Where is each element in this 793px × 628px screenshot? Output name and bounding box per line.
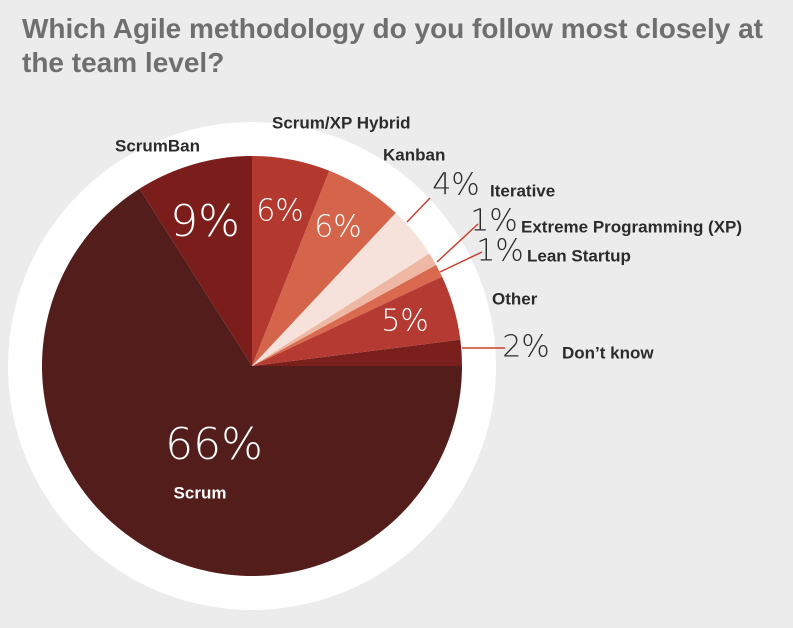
category-label-lean-startup: Lean Startup: [527, 246, 631, 265]
pct-label-lean-startup: 1%: [476, 234, 524, 269]
category-label-dont-know: Don’t know: [562, 343, 654, 362]
leader-line-iterative: [406, 197, 431, 223]
category-label-scrum-xp-hybrid: Scrum/XP Hybrid: [272, 113, 411, 132]
leader-lines: [406, 197, 505, 349]
category-label-scrumban: ScrumBan: [115, 136, 200, 155]
chart-title: Which Agile methodology do you follow mo…: [22, 13, 764, 78]
leader-line-lean-startup: [439, 251, 483, 273]
pie-slice-other: [252, 276, 461, 366]
pie-slice-kanban: [252, 170, 396, 366]
category-label-kanban: Kanban: [383, 145, 445, 164]
pie-slice-dont-know: [252, 339, 462, 366]
pie-slice-lean-startup: [252, 264, 443, 366]
category-label-scrum: Scrum: [174, 483, 227, 502]
pct-label-dont-know: 2%: [502, 330, 550, 365]
category-label-other: Other: [492, 289, 538, 308]
pct-label-scrum: 66%: [165, 419, 263, 470]
pct-label-kanban: 6%: [314, 210, 362, 245]
pct-label-scrum-xp-hybrid: 6%: [256, 194, 304, 229]
pct-label-other: 5%: [381, 304, 429, 339]
pct-label-extreme-programming: 1%: [470, 204, 518, 239]
pie-slice-extreme-programming: [252, 253, 437, 366]
leader-line-extreme-programming: [436, 223, 479, 263]
category-label-extreme-programming: Extreme Programming (XP): [521, 217, 742, 236]
pie-slice-scrum-xp-hybrid: [252, 156, 330, 366]
pie-slice-iterative: [252, 212, 430, 366]
pct-label-scrumban: 9%: [170, 196, 240, 247]
pie-slice-scrum: [42, 188, 463, 577]
pie-slices: [42, 156, 463, 577]
pie-slice-scrumban: [139, 156, 252, 366]
pct-label-iterative: 4%: [432, 168, 480, 203]
category-label-iterative: Iterative: [490, 181, 555, 200]
